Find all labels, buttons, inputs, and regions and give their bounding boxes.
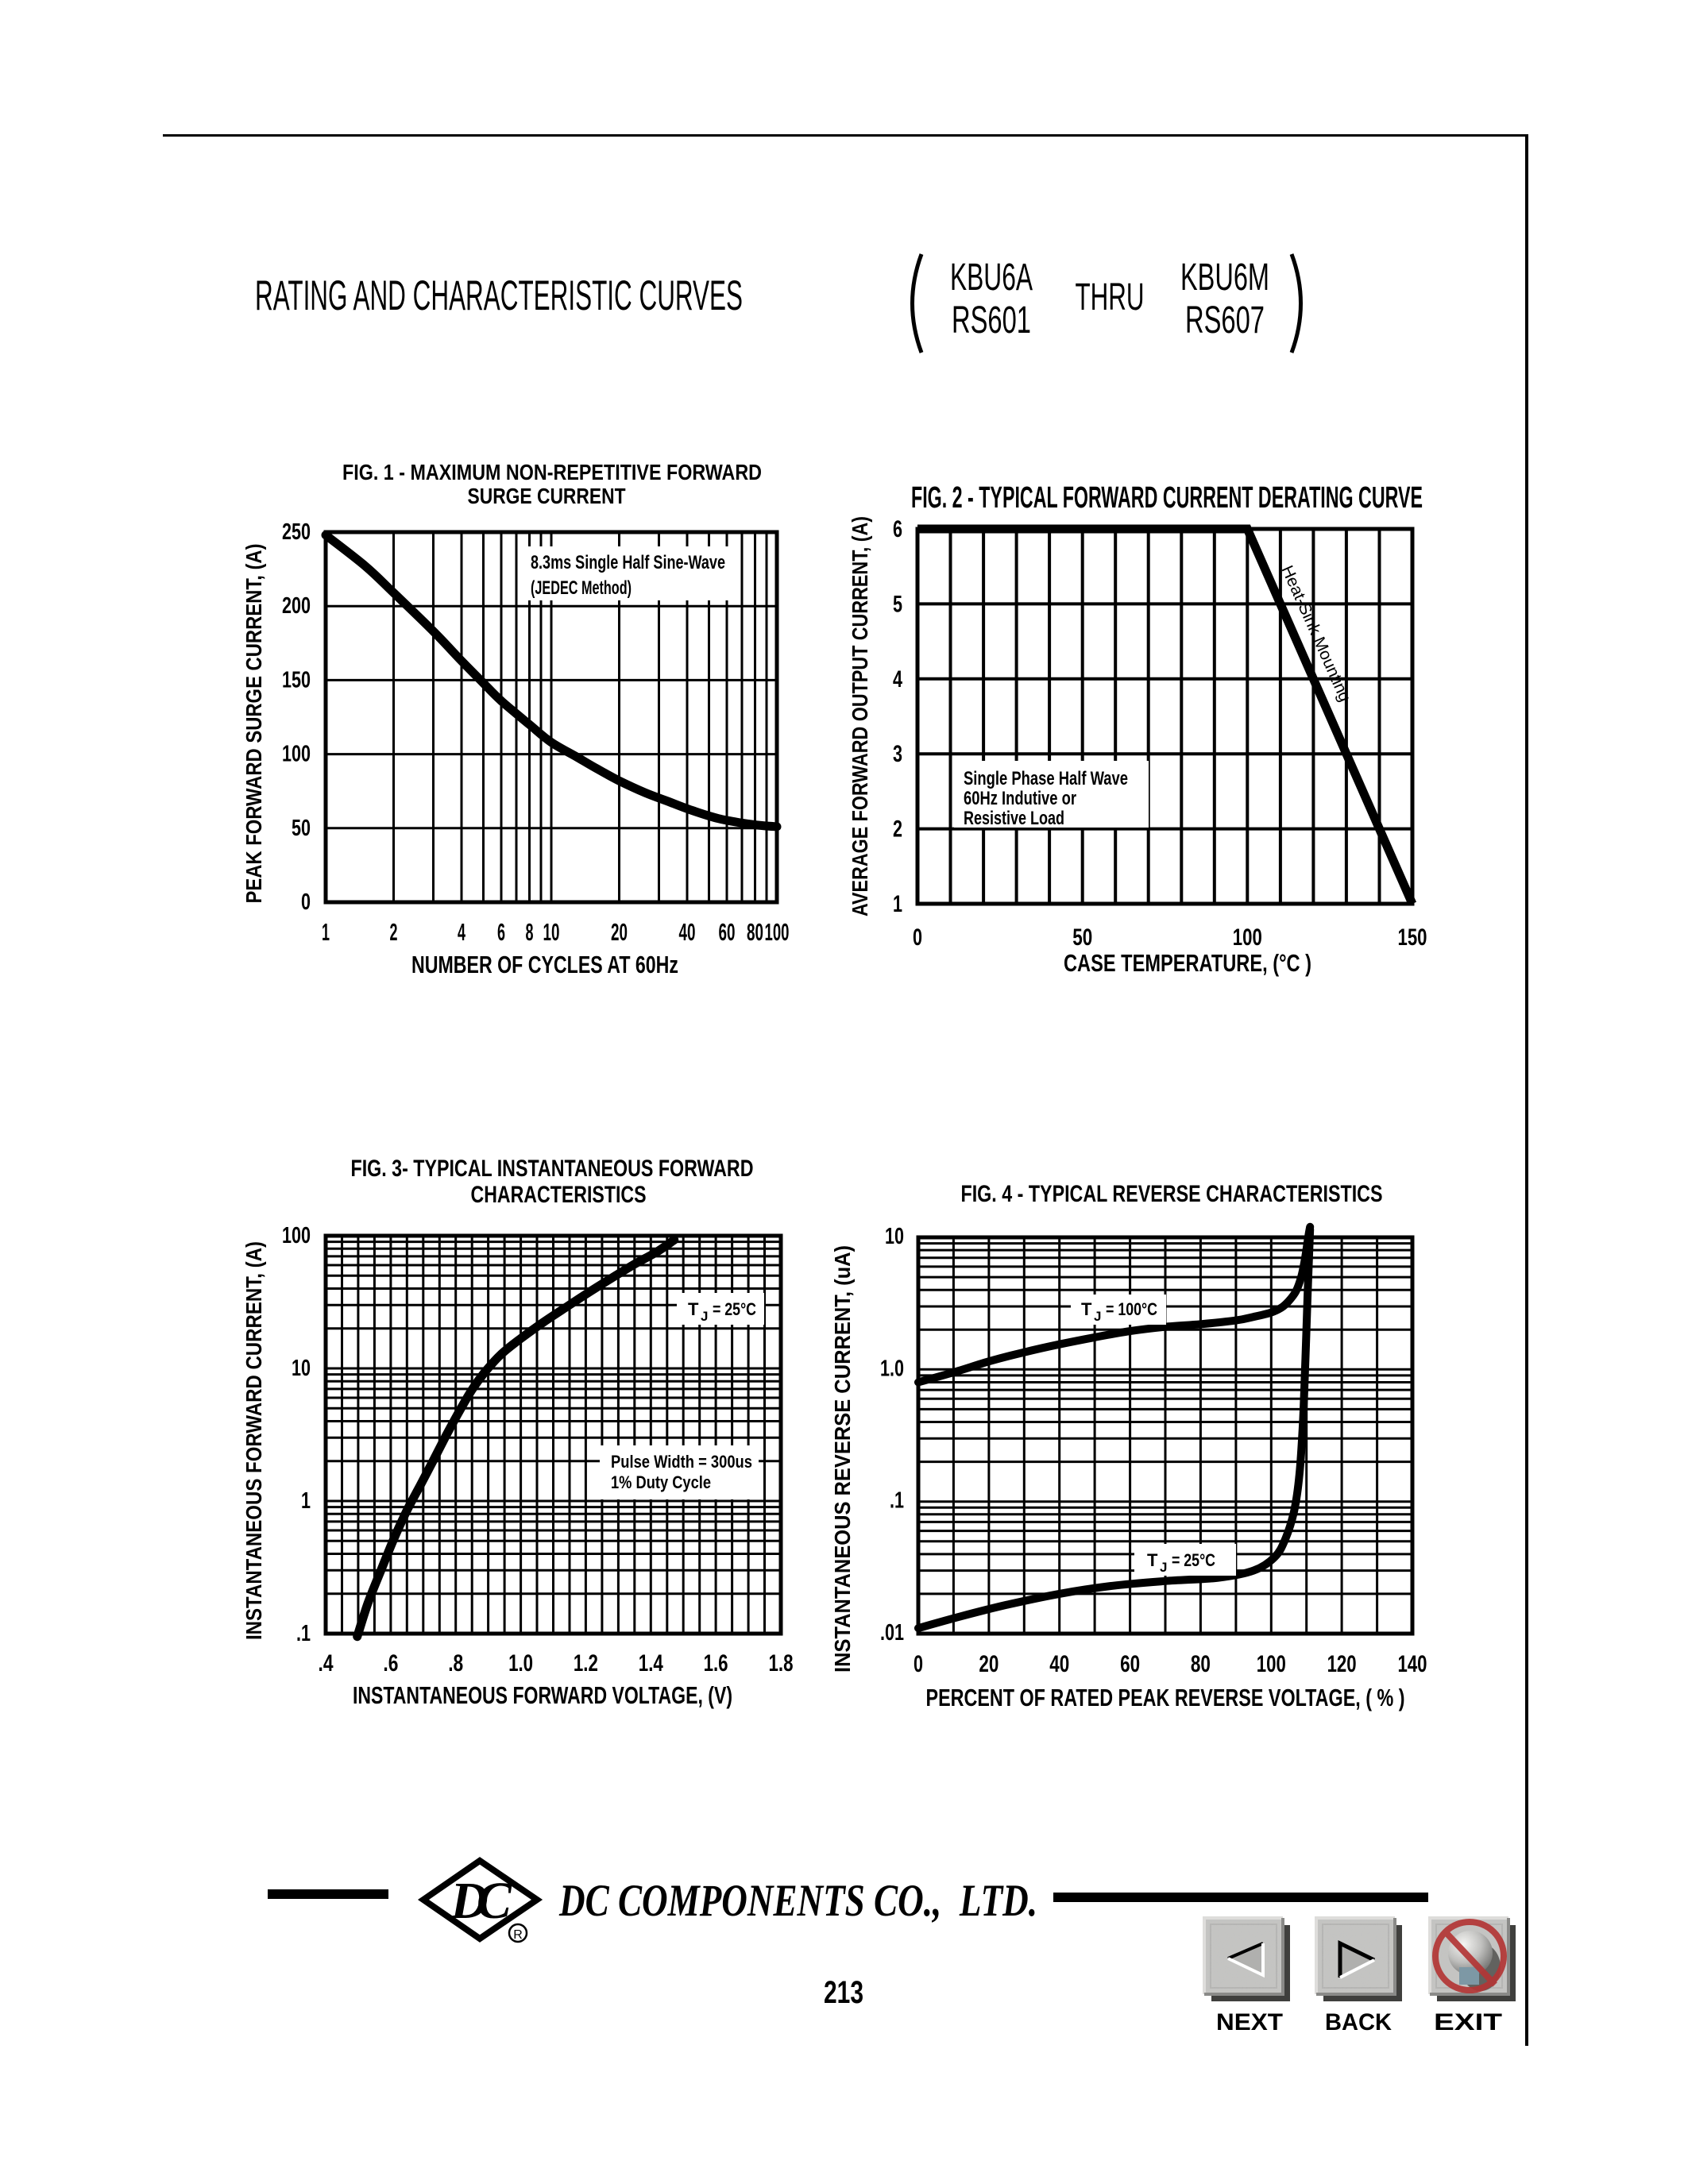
svg-text:PEAK FORWARD SURGE CURRENT, (A: PEAK FORWARD SURGE CURRENT, (A) <box>241 544 266 904</box>
svg-text:200: 200 <box>282 593 311 619</box>
svg-text:0: 0 <box>914 1651 923 1677</box>
svg-text:T: T <box>1081 1299 1092 1319</box>
svg-text:100: 100 <box>282 742 311 767</box>
svg-text:FIG. 2 - TYPICAL FORWARD CURRE: FIG. 2 - TYPICAL FORWARD CURRENT DERATIN… <box>911 481 1423 515</box>
svg-text:T: T <box>688 1299 699 1319</box>
svg-text:RS607: RS607 <box>1185 299 1265 341</box>
svg-text:1.8: 1.8 <box>769 1650 794 1677</box>
svg-text:.01: .01 <box>880 1620 904 1646</box>
svg-text:.4: .4 <box>319 1650 334 1677</box>
svg-text:213: 213 <box>824 1975 863 2010</box>
svg-text:1.2: 1.2 <box>574 1650 598 1677</box>
svg-text:DC COMPONENTS CO., LTD.: DC COMPONENTS CO., LTD. <box>558 1876 1037 1926</box>
svg-text:0: 0 <box>913 924 922 951</box>
svg-text:8.3ms Single Half Sine-Wave: 8.3ms Single Half Sine-Wave <box>531 552 725 573</box>
svg-text:RATING AND CHARACTERISTIC CURV: RATING AND CHARACTERISTIC CURVES <box>255 272 743 319</box>
svg-text:1.0: 1.0 <box>880 1356 904 1381</box>
svg-text:= 25°C: = 25°C <box>1172 1550 1215 1570</box>
svg-text:R: R <box>513 1928 523 1942</box>
svg-text:80: 80 <box>747 918 763 946</box>
svg-text:(JEDEC Method): (JEDEC Method) <box>531 577 632 599</box>
svg-text:INSTANTANEOUS FORWARD CURRENT,: INSTANTANEOUS FORWARD CURRENT, (A) <box>241 1241 266 1640</box>
svg-text:6: 6 <box>893 516 902 542</box>
svg-text:100: 100 <box>282 1223 311 1248</box>
svg-text:AVERAGE FORWARD OUTPUT CURRENT: AVERAGE FORWARD OUTPUT CURRENT, (A) <box>848 516 872 916</box>
svg-text:40: 40 <box>679 918 696 946</box>
svg-text:40: 40 <box>1049 1651 1069 1677</box>
svg-text:8: 8 <box>526 918 534 946</box>
svg-text:= 100°C: = 100°C <box>1106 1299 1157 1319</box>
svg-text:2: 2 <box>390 918 398 946</box>
svg-text:J: J <box>1160 1560 1167 1575</box>
svg-text:0: 0 <box>301 889 311 915</box>
svg-text:.8: .8 <box>448 1650 463 1677</box>
svg-text:120: 120 <box>1327 1651 1357 1677</box>
svg-text:1% Duty Cycle: 1% Duty Cycle <box>611 1472 711 1492</box>
svg-text:Single Phase Half Wave: Single Phase Half Wave <box>964 768 1128 789</box>
svg-text:1: 1 <box>301 1488 311 1514</box>
svg-text:1.4: 1.4 <box>639 1650 663 1677</box>
svg-text:J: J <box>701 1309 708 1324</box>
svg-text:60Hz Indutive or: 60Hz Indutive or <box>964 788 1076 809</box>
svg-text:FIG. 3- TYPICAL INSTANTANEOUS: FIG. 3- TYPICAL INSTANTANEOUS FORWARD <box>351 1156 754 1182</box>
svg-text:FIG. 1 - MAXIMUM NON-REPETITIV: FIG. 1 - MAXIMUM NON-REPETITIVE FORWARD <box>342 460 762 484</box>
svg-text:KBU6M: KBU6M <box>1180 257 1269 299</box>
svg-text:.1: .1 <box>890 1488 904 1514</box>
svg-text:20: 20 <box>611 918 628 946</box>
svg-text:10: 10 <box>543 918 560 946</box>
svg-text:FIG. 4 - TYPICAL REVERSE CHARA: FIG. 4 - TYPICAL REVERSE CHARACTERISTICS <box>961 1181 1383 1207</box>
svg-text:Pulse Width = 300us: Pulse Width = 300us <box>611 1452 752 1472</box>
svg-text:NUMBER OF CYCLES AT 60Hz: NUMBER OF CYCLES AT 60Hz <box>411 951 678 978</box>
svg-text:= 25°C: = 25°C <box>713 1299 756 1319</box>
svg-text:60: 60 <box>1120 1651 1140 1677</box>
svg-text:100: 100 <box>765 918 790 946</box>
svg-text:4: 4 <box>893 666 902 693</box>
svg-text:.1: .1 <box>296 1621 311 1646</box>
svg-text:J: J <box>1094 1309 1101 1324</box>
svg-text:60: 60 <box>719 918 736 946</box>
svg-text:EXIT: EXIT <box>1434 2009 1502 2035</box>
svg-text:SURGE CURRENT: SURGE CURRENT <box>468 484 626 508</box>
svg-text:50: 50 <box>292 816 311 841</box>
svg-text:1: 1 <box>893 891 902 917</box>
svg-text:150: 150 <box>1398 924 1427 951</box>
svg-text:250: 250 <box>282 519 311 545</box>
svg-text:100: 100 <box>1233 924 1262 951</box>
svg-text:100: 100 <box>1257 1651 1286 1677</box>
svg-text:1.0: 1.0 <box>508 1650 533 1677</box>
svg-text:4: 4 <box>458 918 465 946</box>
svg-text:50: 50 <box>1072 924 1092 951</box>
svg-text:CASE TEMPERATURE, (°C ): CASE TEMPERATURE, (°C ) <box>1064 949 1311 977</box>
svg-text:6: 6 <box>497 918 505 946</box>
svg-text:NEXT: NEXT <box>1216 2009 1283 2035</box>
svg-text:THRU: THRU <box>1076 276 1145 318</box>
svg-text:140: 140 <box>1398 1651 1427 1677</box>
svg-text:BACK: BACK <box>1325 2009 1392 2035</box>
svg-text:10: 10 <box>885 1224 904 1249</box>
svg-text:1.6: 1.6 <box>704 1650 728 1677</box>
svg-text:1: 1 <box>322 918 330 946</box>
svg-text:3: 3 <box>893 741 902 767</box>
svg-text:T: T <box>1147 1550 1158 1570</box>
svg-text:INSTANTANEOUS FORWARD VOLTAGE,: INSTANTANEOUS FORWARD VOLTAGE, (V) <box>353 1681 732 1709</box>
svg-text:.6: .6 <box>383 1650 398 1677</box>
svg-text:20: 20 <box>979 1651 999 1677</box>
svg-text:CHARACTERISTICS: CHARACTERISTICS <box>471 1182 647 1208</box>
svg-text:10: 10 <box>292 1356 311 1381</box>
svg-text:5: 5 <box>893 591 902 617</box>
svg-text:PERCENT OF RATED PEAK REVERSE: PERCENT OF RATED PEAK REVERSE VOLTAGE, (… <box>926 1684 1405 1711</box>
svg-text:INSTANTANEOUS REVERSE CURRENT,: INSTANTANEOUS REVERSE CURRENT, (uA) <box>830 1245 855 1673</box>
svg-text:RS601: RS601 <box>952 299 1031 341</box>
svg-text:KBU6A: KBU6A <box>950 257 1033 299</box>
svg-text:Resistive Load: Resistive Load <box>964 808 1064 829</box>
svg-text:2: 2 <box>893 816 902 843</box>
svg-text:80: 80 <box>1191 1651 1211 1677</box>
svg-text:150: 150 <box>282 667 311 693</box>
